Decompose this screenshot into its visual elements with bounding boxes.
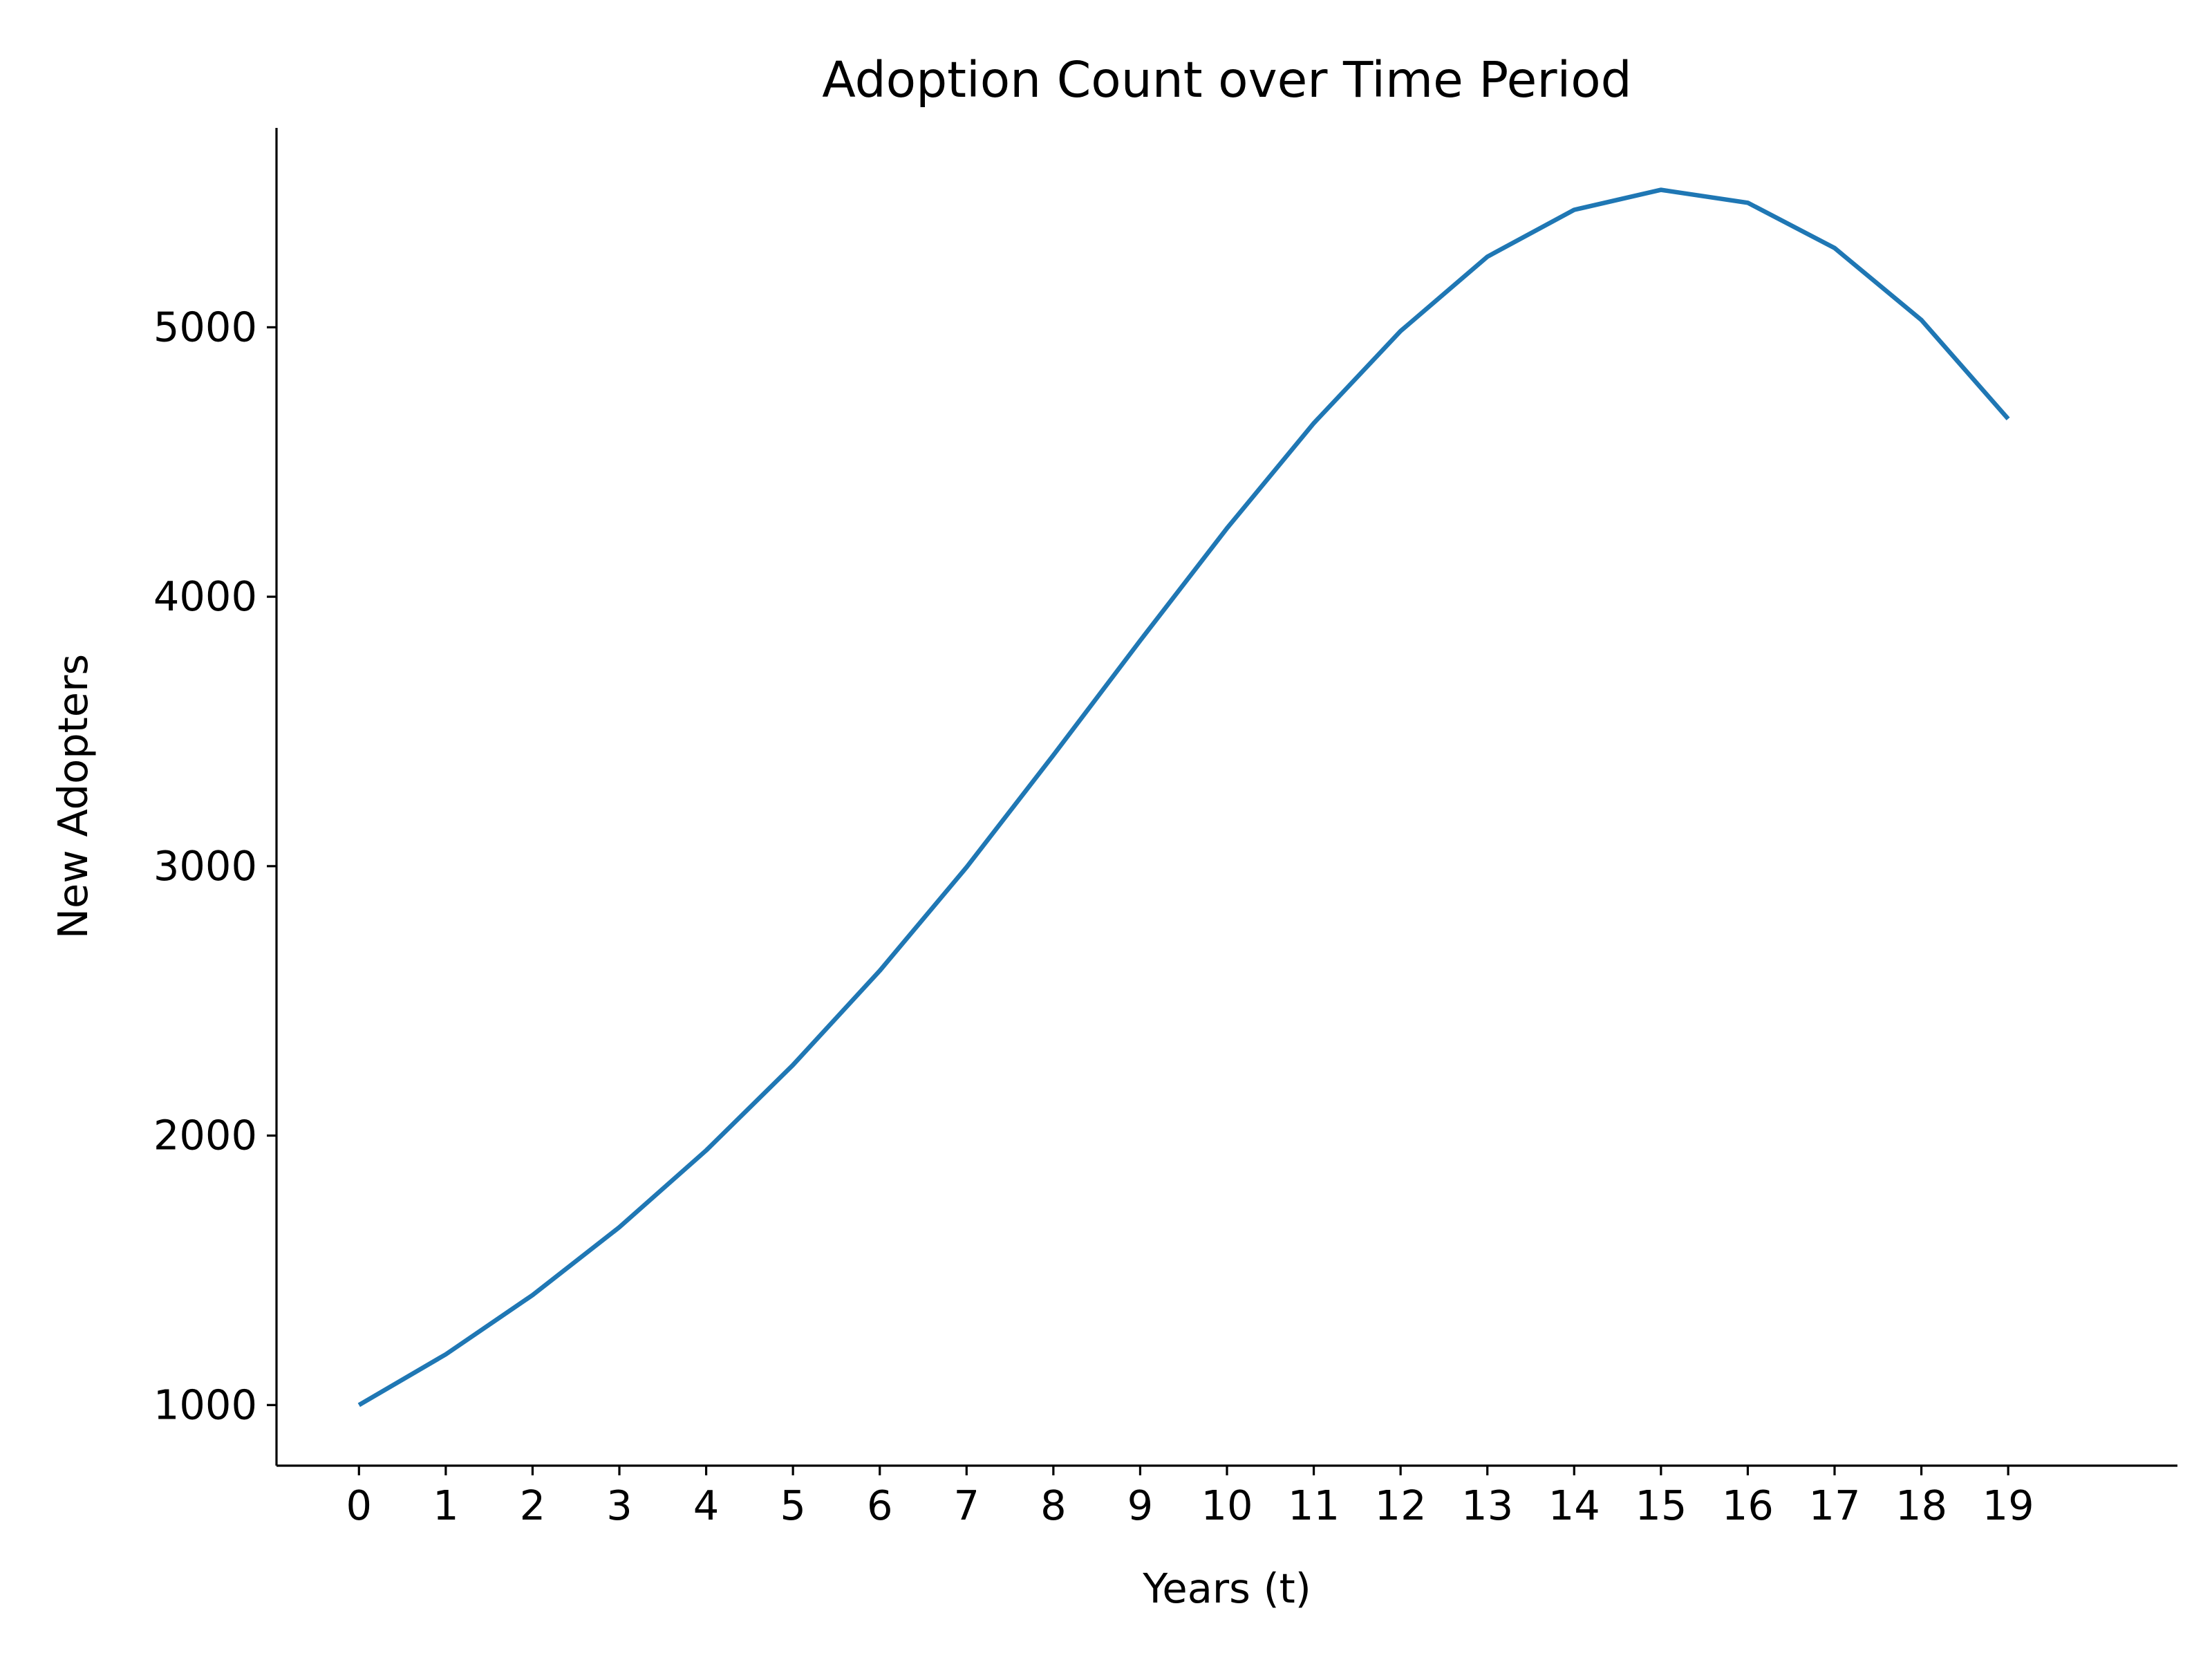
y-axis-label: New Adopters	[49, 654, 97, 939]
x-tick-label: 13	[1461, 1482, 1513, 1529]
x-tick-label: 19	[1983, 1482, 2034, 1529]
series-line	[357, 187, 2010, 1408]
series-layer	[357, 187, 2010, 1408]
x-tick-label: 5	[780, 1482, 806, 1529]
x-tick-label: 9	[1127, 1482, 1154, 1529]
y-tick-label: 2000	[153, 1112, 257, 1159]
x-tick-label: 1	[433, 1482, 459, 1529]
x-tick-label: 15	[1635, 1482, 1687, 1529]
x-tick-label: 18	[1895, 1482, 1947, 1529]
y-tick-label: 4000	[153, 572, 257, 620]
y-tick-label: 5000	[153, 303, 257, 351]
x-tick-label: 11	[1288, 1482, 1340, 1529]
x-axis-label: Years (t)	[1142, 1565, 1311, 1612]
x-tick-label: 12	[1375, 1482, 1427, 1529]
x-tick-label: 6	[867, 1482, 893, 1529]
y-tick-label: 3000	[153, 842, 257, 890]
x-tick-label: 2	[520, 1482, 546, 1529]
x-tick-label: 14	[1548, 1482, 1600, 1529]
x-tick-label: 7	[954, 1482, 980, 1529]
x-tick-label: 10	[1201, 1482, 1253, 1529]
x-tick-label: 8	[1040, 1482, 1067, 1529]
y-axis-ticks: 1000 2000 3000 4000 5000	[153, 303, 276, 1428]
x-tick-label: 17	[1808, 1482, 1860, 1529]
x-tick-label: 4	[693, 1482, 720, 1529]
y-tick-label: 1000	[153, 1381, 257, 1428]
chart-title: Adoption Count over Time Period	[822, 51, 1632, 109]
x-axis-ticks: 0 1 2 3 4 5 6 7 8 9 10 11 12 13 14 15 16 17 18 19	[346, 1466, 2034, 1529]
x-tick-label: 3	[606, 1482, 632, 1529]
x-tick-label: 0	[346, 1482, 373, 1529]
x-tick-label: 16	[1722, 1482, 1774, 1529]
